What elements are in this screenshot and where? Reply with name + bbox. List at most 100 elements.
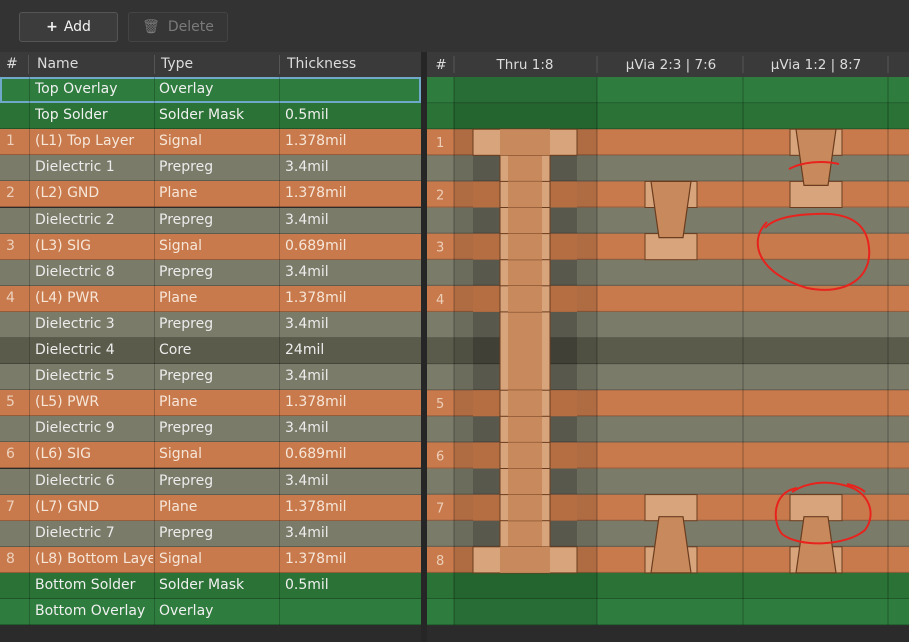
cell-divider (279, 103, 280, 130)
row-index (6, 521, 26, 547)
layer-type: Plane (159, 498, 198, 515)
table-row[interactable]: Dielectric 8 Prepreg 3.4mil (0, 259, 421, 286)
layer-thickness: 0.689mil (285, 446, 347, 463)
layer-band (427, 599, 909, 626)
cell-divider (279, 599, 280, 625)
table-row[interactable]: Dielectric 4 Core 24mil (0, 338, 421, 364)
cell-divider (29, 207, 30, 234)
cell-divider (29, 233, 30, 260)
microvia-2-3-cone (650, 180, 692, 239)
delete-label: Delete (167, 19, 214, 35)
row-index: 7 (6, 498, 15, 515)
table-row[interactable]: 8 (L8) Bottom Layer Signal 1.378mil (0, 546, 421, 573)
layer-type: Prepreg (159, 211, 214, 228)
layer-thickness: 24mil (285, 342, 325, 358)
layer-name: Top Solder (35, 107, 108, 124)
layer-thickness: 1.378mil (285, 185, 347, 202)
layer-type: Plane (159, 289, 198, 306)
layer-name: (L7) GND (35, 498, 100, 515)
microvia-8-7-cone (795, 516, 837, 574)
layer-thickness: 0.5mil (285, 107, 329, 124)
row-index (6, 599, 26, 625)
row-index (6, 573, 26, 599)
cell-divider (279, 416, 280, 443)
layer-index: 2 (436, 188, 444, 203)
header-index[interactable]: # (435, 57, 446, 73)
table-row[interactable]: Dielectric 9 Prepreg 3.4mil (0, 416, 421, 443)
layer-thickness: 1.378mil (285, 550, 347, 567)
table-row[interactable]: Top Solder Solder Mask 0.5mil (0, 103, 421, 130)
header-type[interactable]: Type (161, 56, 194, 72)
cell-divider (154, 520, 155, 547)
header-thru-via[interactable]: Thru 1:8 (496, 57, 554, 73)
thru-via-hole (508, 285, 542, 312)
layer-type: Signal (159, 133, 203, 150)
cell-divider (154, 181, 155, 208)
microvia-1-2-cone (795, 128, 837, 186)
column-divider[interactable] (154, 55, 155, 74)
table-row[interactable]: Dielectric 1 Prepreg 3.4mil (0, 155, 421, 182)
cell-divider (29, 285, 30, 312)
layer-name: (L8) Bottom Layer (35, 550, 153, 567)
via-stack-diagram: # Thru 1:8 μVia 2:3 | 7:6 μVia 1:2 | 8:7 1 2 3… (427, 52, 909, 626)
cell-divider (29, 364, 30, 391)
cell-divider (154, 338, 155, 364)
row-index (6, 338, 26, 364)
header-index[interactable]: # (6, 56, 18, 72)
cell-divider (29, 442, 30, 469)
thru-via-hole (500, 546, 550, 573)
cell-divider (279, 233, 280, 260)
table-row[interactable]: 6 (L6) SIG Signal 0.689mil (0, 442, 421, 469)
layer-index: 7 (436, 502, 444, 517)
panel-splitter[interactable] (421, 52, 427, 642)
table-row[interactable]: Dielectric 2 Prepreg 3.4mil (0, 207, 421, 234)
row-index: 5 (6, 394, 15, 411)
column-divider[interactable] (28, 55, 29, 74)
table-row[interactable]: 2 (L2) GND Plane 1.378mil (0, 181, 421, 208)
header-thickness[interactable]: Thickness (287, 56, 357, 72)
cell-divider (279, 468, 280, 495)
table-row[interactable]: 1 (L1) Top Layer Signal 1.378mil (0, 129, 421, 156)
column-divider[interactable] (279, 55, 280, 74)
table-row[interactable]: Bottom Overlay Overlay (0, 599, 421, 625)
table-row[interactable]: Dielectric 6 Prepreg 3.4mil (0, 468, 421, 495)
table-row[interactable]: 3 (L3) SIG Signal 0.689mil (0, 233, 421, 260)
layer-thickness: 0.5mil (285, 576, 329, 593)
annotation-circle (774, 481, 872, 545)
via-header (427, 52, 909, 77)
table-row[interactable]: Dielectric 7 Prepreg 3.4mil (0, 520, 421, 547)
row-index: 6 (6, 446, 15, 463)
layer-type: Prepreg (159, 524, 214, 541)
layer-name: (L4) PWR (35, 289, 100, 306)
table-row[interactable]: 7 (L7) GND Plane 1.378mil (0, 494, 421, 521)
layer-thickness: 1.378mil (285, 289, 347, 306)
table-row[interactable]: Dielectric 5 Prepreg 3.4mil (0, 364, 421, 391)
delete-button[interactable]: 🗑 Delete (128, 12, 228, 42)
layer-index: 8 (436, 554, 444, 569)
cell-divider (154, 259, 155, 286)
table-row[interactable]: Bottom Solder Solder Mask 0.5mil (0, 572, 421, 599)
row-index (6, 312, 26, 338)
layer-type: Prepreg (159, 315, 214, 332)
header-microvia-2-3[interactable]: μVia 2:3 | 7:6 (626, 57, 716, 73)
row-index (6, 416, 26, 442)
table-row[interactable]: Top Overlay Overlay (0, 77, 421, 103)
thru-via-hole (508, 233, 542, 260)
add-button[interactable]: + Add (19, 12, 118, 42)
cell-divider (29, 181, 30, 208)
cell-divider (154, 103, 155, 130)
table-row[interactable]: 4 (L4) PWR Plane 1.378mil (0, 285, 421, 312)
cell-divider (279, 181, 280, 208)
header-name[interactable]: Name (37, 56, 79, 72)
cell-divider (154, 468, 155, 495)
thru-via-hole (508, 442, 542, 469)
table-row[interactable]: 5 (L5) PWR Plane 1.378mil (0, 390, 421, 417)
trash-icon: 🗑 (142, 19, 160, 35)
table-row[interactable]: Dielectric 3 Prepreg 3.4mil (0, 311, 421, 338)
row-index (6, 155, 26, 181)
layer-name: Dielectric 6 (35, 472, 115, 489)
cell-divider (154, 285, 155, 312)
header-microvia-1-2[interactable]: μVia 1:2 | 8:7 (771, 57, 861, 73)
cell-divider (279, 311, 280, 338)
cell-divider (154, 572, 155, 599)
